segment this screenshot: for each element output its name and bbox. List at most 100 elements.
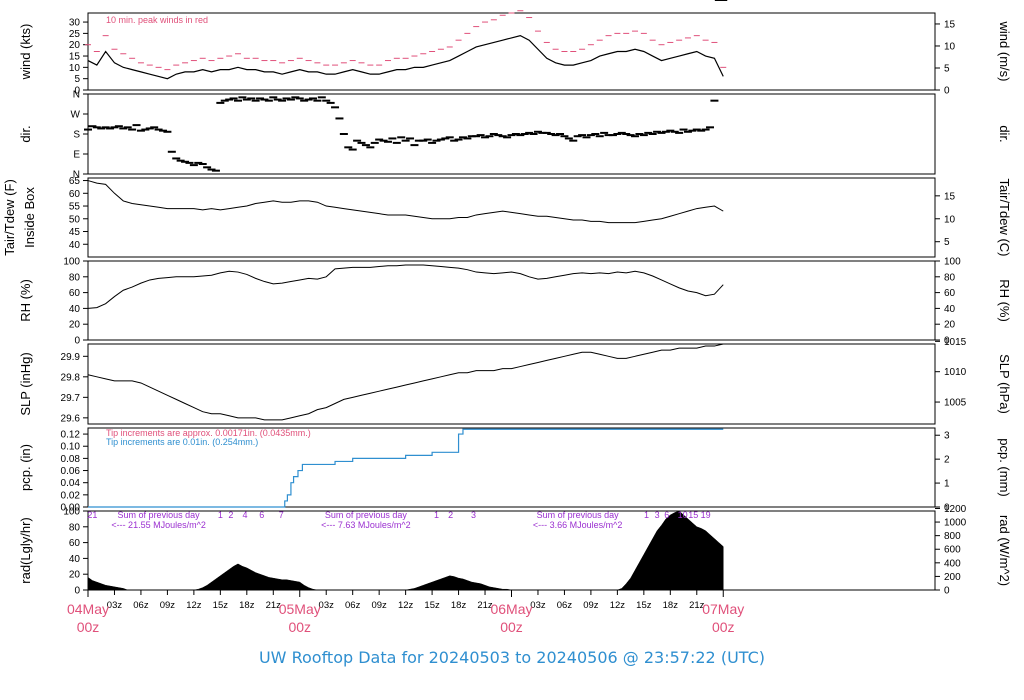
- rad-day-sum-value: <--- 7.63 MJoules/m^2: [321, 520, 411, 530]
- x-date-label: 04May: [67, 601, 109, 617]
- rh-panel-frame: [87, 260, 936, 341]
- wind-rtick-label: 10: [944, 41, 956, 52]
- dir-ytick-label: N: [73, 90, 80, 101]
- rad-hour-label: 2: [228, 510, 233, 520]
- slp-ytick-label: 29.9: [61, 352, 81, 363]
- wind-rtick-label: 15: [944, 19, 956, 30]
- rad-ytick-label: 100: [63, 507, 80, 518]
- temp-rtick-label: 15: [944, 191, 956, 202]
- temp-ytick-label: 65: [69, 176, 81, 187]
- x-tick-label: 06z: [557, 600, 573, 611]
- pcp-rtick-label: 1: [944, 479, 950, 490]
- pcp-ytick-label: 0.12: [61, 430, 81, 441]
- x-tick-label: 21z: [477, 600, 493, 611]
- rad-hour-label: 6: [259, 510, 264, 520]
- dir-panel-frame: [87, 93, 936, 175]
- wind-panel-frame: [87, 12, 936, 91]
- wind-ytick-label: 15: [69, 52, 81, 63]
- rad-hour-label: 6: [664, 510, 669, 520]
- slp-ylabel-right: SLP (hPa): [997, 354, 1012, 414]
- rad-panel-frame: [87, 510, 936, 591]
- dir-ylabel-right: dir.: [997, 125, 1012, 142]
- x-tick-label: 03z: [530, 600, 546, 611]
- rh-rtick-label: 100: [944, 257, 961, 268]
- pcp-ytick-label: 0.04: [61, 478, 81, 489]
- rad-hour-label: 1: [644, 510, 649, 520]
- slp-rtick-label: 1005: [944, 398, 967, 409]
- x-date-label: 07May: [702, 601, 744, 617]
- x-date-hour-label: 00z: [712, 619, 735, 635]
- rh-ytick-label: 40: [69, 304, 81, 315]
- rad-rtick-label: 600: [944, 545, 961, 556]
- rad-ytick-label: 0: [74, 586, 80, 597]
- x-tick-label: 06z: [345, 600, 361, 611]
- x-tick-label: 21z: [689, 600, 705, 611]
- rad-rtick-label: 800: [944, 531, 961, 542]
- x-tick-label: 18z: [239, 600, 255, 611]
- x-date-hour-label: 00z: [500, 619, 523, 635]
- x-tick-label: 09z: [371, 600, 387, 611]
- rad-rtick-label: 1000: [944, 518, 967, 529]
- rh-ylabel: RH (%): [18, 279, 33, 322]
- rad-area: [87, 510, 724, 591]
- temp-ytick-label: 60: [69, 189, 81, 200]
- rh-ytick-label: 100: [63, 257, 80, 268]
- rh-rtick-label: 80: [944, 272, 956, 283]
- x-tick-label: 15z: [636, 600, 652, 611]
- rad-rtick-label: 200: [944, 572, 961, 583]
- rad-hour-label: 2: [448, 510, 453, 520]
- wind-ytick-label: 25: [69, 29, 81, 40]
- slp-ytick-label: 29.6: [61, 413, 81, 424]
- rad-hour-label: 15: [688, 510, 698, 520]
- rad-ylabel-right: rad (W/m^2): [997, 515, 1012, 586]
- temp-ytick-label: 45: [69, 227, 81, 238]
- wind-ytick-label: 5: [74, 74, 80, 85]
- wind-rtick-label: 5: [944, 63, 950, 74]
- rh-rtick-label: 20: [944, 320, 956, 331]
- x-date-hour-label: 00z: [77, 619, 100, 635]
- slp-rtick-label: 1015: [944, 337, 967, 348]
- pcp-annotation-fine: Tip increments are approx. 0.00171in. (0…: [106, 428, 311, 438]
- rh-ytick-label: 80: [69, 272, 81, 283]
- wind-ytick-label: 0: [74, 86, 80, 97]
- rh-ylabel-right: RH (%): [997, 279, 1012, 322]
- wind-ylabel-right: wind (m/s): [997, 21, 1012, 82]
- pcp-line: [88, 428, 724, 508]
- slp-line: [87, 343, 724, 421]
- temp-ytick-label: 55: [69, 202, 81, 213]
- wind-ytick-label: 30: [69, 18, 81, 29]
- dir-ytick-label: S: [73, 130, 80, 141]
- pcp-ylabel: pcp. (in): [18, 444, 33, 491]
- rh-line: [87, 264, 724, 309]
- slp-panel-frame: [87, 343, 936, 425]
- rh-ytick-label: 0: [74, 336, 80, 347]
- x-date-label: 06May: [490, 601, 532, 617]
- pcp-rtick-label: 3: [944, 431, 950, 442]
- rad-ytick-label: 40: [69, 554, 81, 565]
- pcp-rtick-label: 2: [944, 455, 950, 466]
- temp-ytick-label: 50: [69, 214, 81, 225]
- rad-hour-label: 10: [678, 510, 688, 520]
- slp-ytick-label: 29.8: [61, 372, 81, 383]
- wind-ytick-label: 20: [69, 40, 81, 51]
- dir-ylabel: dir.: [18, 125, 33, 142]
- x-tick-label: 15z: [213, 600, 229, 611]
- slp-ytick-label: 29.7: [61, 393, 81, 404]
- temp-ylabel-right: Tair/Tdew (C): [997, 178, 1012, 256]
- rad-hour-label: 3: [655, 510, 660, 520]
- x-tick-label: 09z: [583, 600, 599, 611]
- pcp-ylabel-right: pcp. (mm): [997, 438, 1012, 497]
- wind-speed-line: [87, 35, 724, 80]
- dir-ytick-label: N: [73, 170, 80, 181]
- rad-ytick-label: 60: [69, 538, 81, 549]
- x-tick-label: 18z: [663, 600, 679, 611]
- temp-rtick-label: 5: [944, 237, 950, 248]
- rh-rtick-label: 60: [944, 288, 956, 299]
- pcp-ytick-label: 0.00: [61, 503, 81, 514]
- rad-day-sum-title: Sum of previous day: [537, 510, 620, 520]
- pcp-annotation-coarse: Tip increments are 0.01in. (0.254mm.): [106, 437, 258, 447]
- rad-hour-label: 19: [701, 510, 711, 520]
- slp-ylabel: SLP (inHg): [18, 352, 33, 415]
- x-tick-label: 12z: [186, 600, 202, 611]
